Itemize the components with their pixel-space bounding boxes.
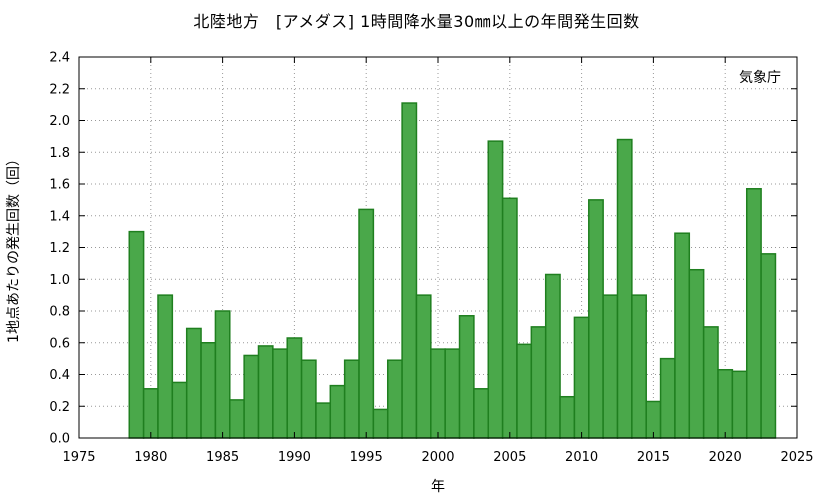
bar-2006 [516,343,533,439]
bar-2023 [760,253,777,439]
x-tick-label: 1995 [350,450,383,465]
axis-ticks: 1975 1980 1985 1990 1995 2000 2005 2010 2015 2020… [49,51,813,466]
bar-2014 [631,294,647,439]
x-tick-label: 1975 [62,450,95,465]
x-tick-label: 2015 [637,450,670,465]
bar-2009 [559,395,576,439]
bar-1997 [386,359,403,439]
x-tick-label: 2020 [709,450,742,465]
bar-2013 [616,138,633,439]
bar-1989 [272,348,288,439]
bar-1985 [214,310,231,439]
bar-1982 [171,381,188,439]
bar-1981 [157,294,174,439]
x-tick-label: 2005 [493,450,526,465]
bar-2019 [702,326,719,439]
bar-1986 [229,399,245,439]
bar-1984 [200,342,217,439]
bar-1988 [257,345,274,439]
y-tick-label: 0.4 [49,368,70,383]
bar-2008 [544,273,561,439]
bar-2012 [602,294,619,439]
bar-2001 [444,348,461,439]
x-tick-label: 1980 [134,450,167,465]
y-tick-label: 1.4 [49,209,70,224]
x-tick-label: 2025 [780,450,813,465]
y-tick-label: 2.0 [49,114,70,129]
bar-1991 [300,359,317,439]
x-tick-label: 1990 [278,450,311,465]
bar-2002 [458,315,475,439]
x-axis-title: 年 [431,479,445,495]
y-tick-label: 1.2 [49,241,70,256]
bar-1996 [372,408,389,439]
bar-2004 [487,140,504,439]
credit-label: 気象庁 [739,70,781,86]
bar-1980 [142,388,159,439]
bar-1999 [415,294,432,439]
bar-1990 [286,337,303,439]
bar-1983 [185,327,202,439]
y-tick-label: 1.0 [49,273,70,288]
y-tick-label: 0.0 [49,432,70,447]
bar-2018 [688,268,705,439]
y-tick-label: 1.8 [49,146,70,161]
bar-2022 [745,188,762,439]
x-tick-label: 2010 [565,450,598,465]
bar-2003 [473,388,490,439]
bar-1987 [243,354,260,439]
bar-2011 [588,199,604,439]
bar-1992 [315,402,332,439]
bar-2007 [530,326,547,439]
y-tick-label: 2.2 [49,82,70,97]
bar-2016 [659,357,676,439]
y-tick-label: 1.6 [49,178,70,193]
bar-1993 [329,384,346,439]
y-axis-title: 1地点あたりの発生回数（回） [6,152,22,343]
y-tick-label: 0.8 [49,305,70,320]
y-tick-label: 0.2 [49,400,70,415]
x-tick-label: 1985 [206,450,239,465]
bars [128,102,777,439]
bar-1994 [343,359,360,439]
bar-2000 [430,348,446,439]
chart-title: 北陸地方 [アメダス] 1時間降水量30㎜以上の年間発生回数 [193,12,640,31]
bar-2021 [731,370,748,439]
bar-1979 [128,230,145,439]
bar-2017 [674,232,691,439]
y-tick-label: 0.6 [49,336,70,351]
bar-1995 [358,208,375,439]
x-tick-label: 2000 [421,450,454,465]
bar-1998 [401,102,418,439]
bar-2010 [573,316,590,439]
y-tick-label: 2.4 [49,51,70,66]
bar-2020 [717,368,734,439]
bar-2005 [501,197,518,439]
